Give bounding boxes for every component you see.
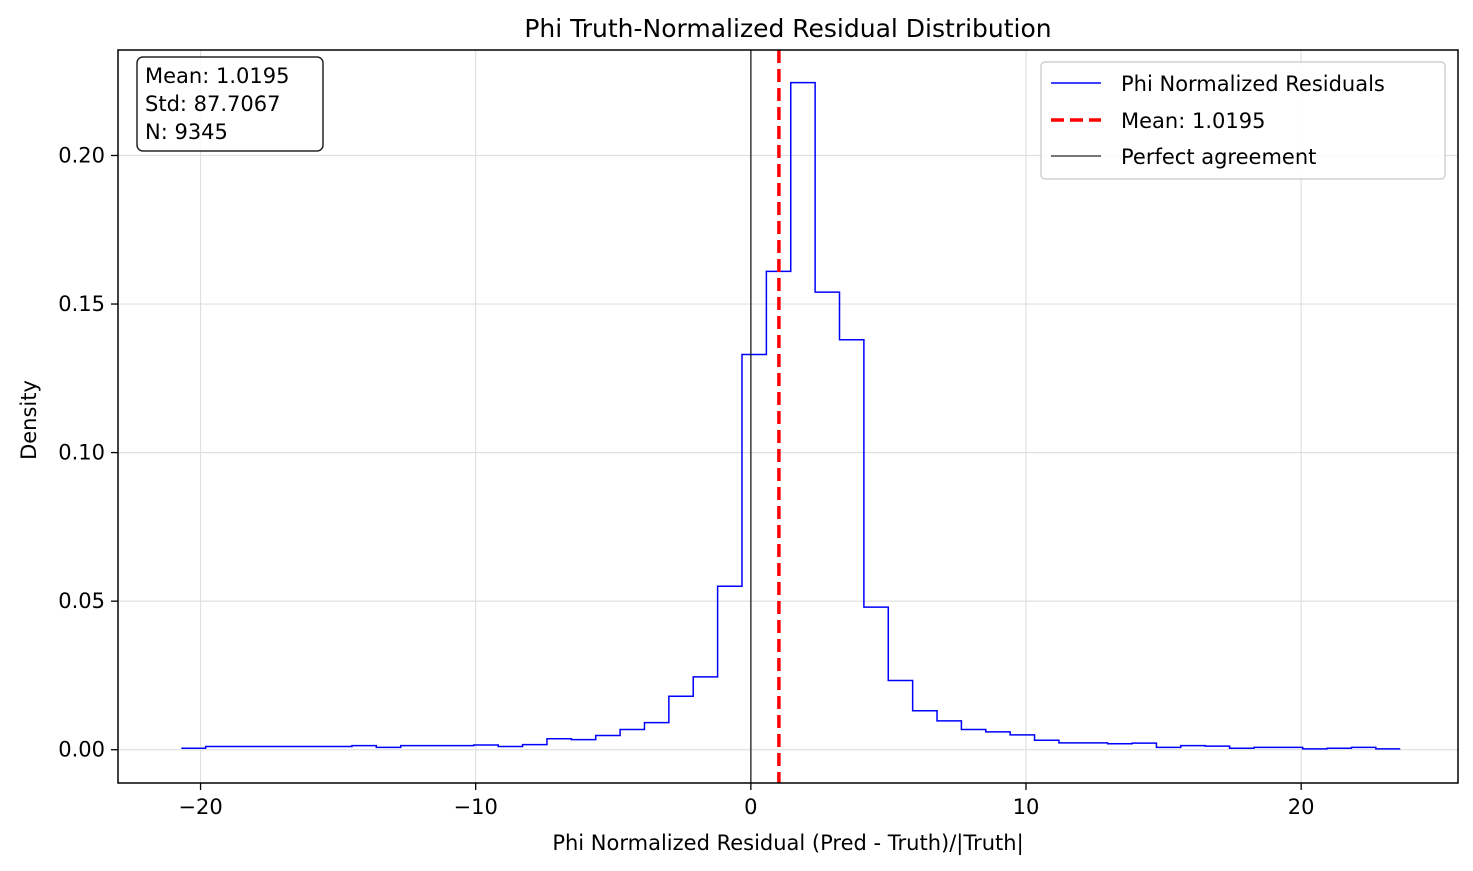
legend: Phi Normalized Residuals Mean: 1.0195 Pe… — [1040, 61, 1446, 180]
x-tick-label: −20 — [178, 795, 222, 819]
x-tick-label: 0 — [744, 795, 757, 819]
x-tick-label: 20 — [1288, 795, 1315, 819]
axis-ticks: −20 −10 0 10 20 0.00 0.05 0.10 0.15 0.20 — [58, 143, 1314, 819]
legend-label-residuals: Phi Normalized Residuals — [1121, 72, 1385, 96]
y-tick-label: 0.20 — [58, 143, 105, 167]
legend-label-perfect: Perfect agreement — [1121, 145, 1316, 169]
stats-box-frame — [136, 56, 324, 152]
legend-frame — [1040, 61, 1446, 180]
stats-std: Std: 87.7067 — [145, 92, 281, 116]
chart-title: Phi Truth-Normalized Residual Distributi… — [524, 14, 1051, 43]
y-axis-label: Density — [17, 380, 41, 460]
y-tick-label: 0.05 — [58, 589, 105, 613]
histogram-step-line — [181, 81, 1401, 750]
y-tick-label: 0.15 — [58, 292, 105, 316]
x-axis-label: Phi Normalized Residual (Pred - Truth)/|… — [552, 831, 1023, 856]
plot-frame — [117, 49, 1459, 784]
x-tick-label: −10 — [454, 795, 498, 819]
y-tick-label: 0.10 — [58, 441, 105, 465]
y-tick-label: 0.00 — [58, 738, 105, 762]
stats-n: N: 9345 — [145, 120, 228, 144]
stats-mean: Mean: 1.0195 — [145, 64, 289, 88]
x-tick-label: 10 — [1013, 795, 1040, 819]
legend-label-mean: Mean: 1.0195 — [1121, 109, 1265, 133]
stats-box: Mean: 1.0195 Std: 87.7067 N: 9345 — [136, 56, 324, 152]
plot-area — [181, 50, 1401, 783]
